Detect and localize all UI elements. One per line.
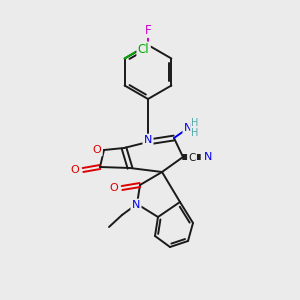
Text: C: C [188,153,196,163]
Text: N: N [184,123,192,133]
Text: N: N [144,135,152,145]
Text: Cl: Cl [138,43,149,56]
Text: N: N [132,200,140,210]
Text: O: O [110,183,118,193]
Text: N: N [204,152,212,162]
Text: O: O [70,165,80,175]
Text: O: O [93,145,101,155]
Text: H: H [191,118,199,128]
Text: H: H [191,128,199,138]
Text: F: F [145,23,151,37]
